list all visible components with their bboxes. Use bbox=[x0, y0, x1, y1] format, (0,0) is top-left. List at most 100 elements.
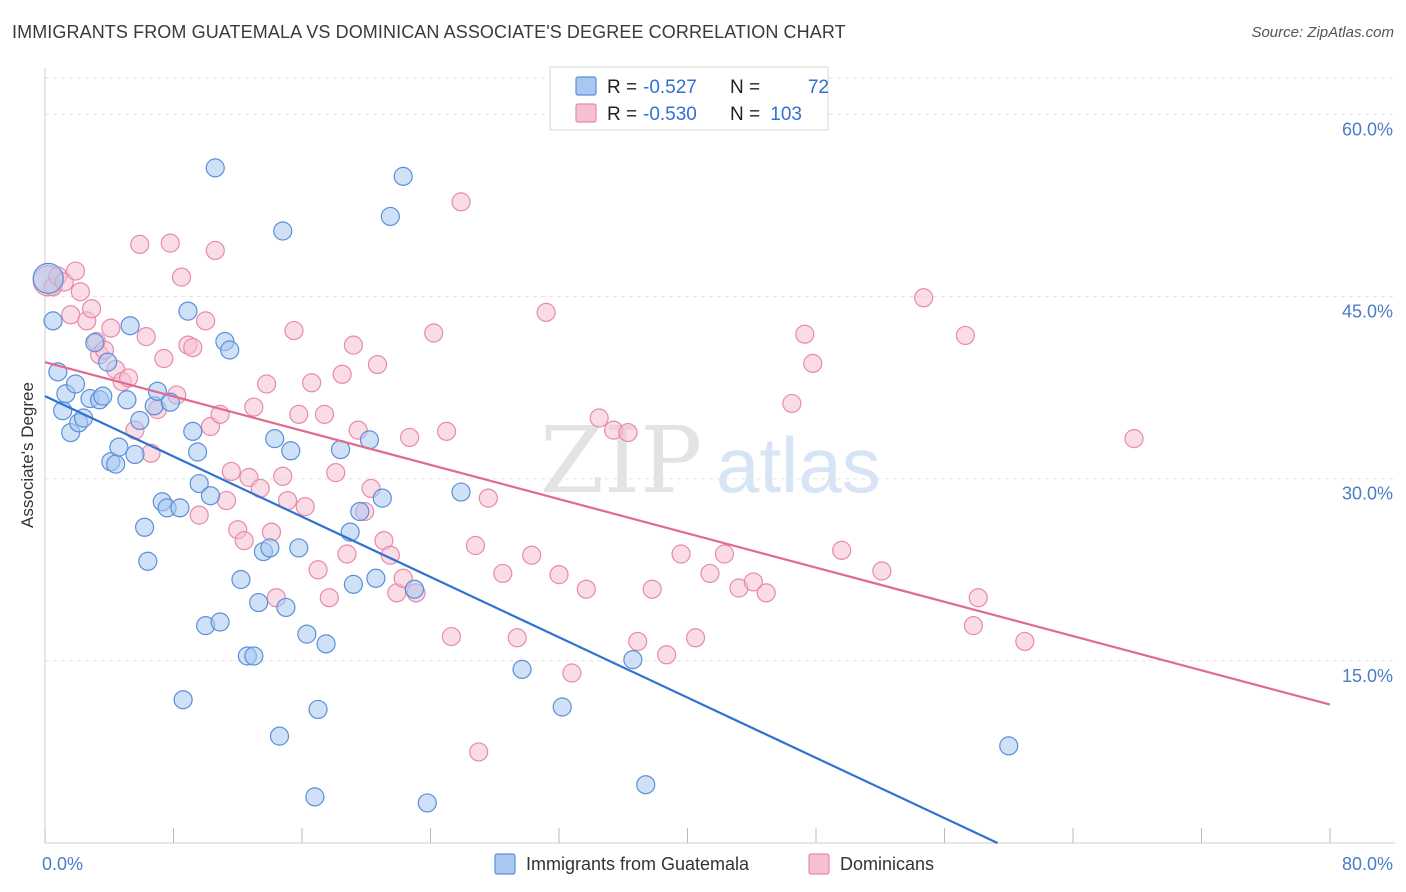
x-tick-label-min: 0.0% bbox=[42, 854, 83, 874]
stats-swatch-blue bbox=[575, 76, 597, 96]
x-tick-label-max: 80.0% bbox=[1342, 854, 1393, 874]
guatemala-point bbox=[269, 726, 290, 746]
guatemala-point bbox=[297, 624, 317, 644]
guatemala-point bbox=[189, 473, 209, 494]
guatemala-point bbox=[249, 592, 269, 613]
guatemala-point bbox=[106, 454, 126, 474]
stats-r-label-2: R = bbox=[607, 104, 637, 125]
dominicans-point bbox=[257, 374, 277, 394]
guatemala-point bbox=[170, 498, 190, 518]
guatemala-point bbox=[343, 574, 363, 594]
dominicans-point bbox=[319, 588, 339, 608]
guatemala-point bbox=[200, 486, 221, 506]
dominicans-trend-line bbox=[44, 361, 1331, 706]
dominicans-point bbox=[955, 325, 975, 346]
dominicans-point bbox=[1124, 429, 1144, 449]
dominicans-point bbox=[308, 560, 328, 580]
guatemala-point bbox=[93, 386, 113, 406]
tick-labels: 15.0% 30.0% 45.0% 60.0% 0.0% 80.0% bbox=[42, 119, 1393, 874]
dominicans-point bbox=[743, 572, 763, 592]
guatemala-point bbox=[43, 311, 63, 331]
dominicans-point bbox=[216, 490, 237, 511]
guatemala-point bbox=[393, 166, 413, 186]
guatemala-point bbox=[178, 301, 198, 321]
dominicans-point bbox=[507, 628, 527, 648]
dominicans-point bbox=[136, 327, 156, 347]
dominicans-point bbox=[61, 305, 81, 325]
dominicans-point bbox=[642, 579, 662, 599]
dominicans-point bbox=[441, 626, 461, 647]
dominicans-point bbox=[130, 234, 150, 254]
trend-lines bbox=[44, 361, 1331, 844]
y-tick-label: 15.0% bbox=[1342, 666, 1393, 686]
dominicans-point bbox=[562, 663, 582, 683]
bottom-legend: Immigrants from Guatemala Dominicans bbox=[494, 853, 934, 875]
guatemala-point bbox=[173, 690, 193, 710]
stats-n-label-2: N = bbox=[730, 104, 760, 125]
dominicans-point bbox=[314, 404, 335, 424]
guatemala-point bbox=[138, 551, 158, 571]
guatemala-point bbox=[999, 736, 1019, 756]
source-label: Source: ZipAtlas.com bbox=[1251, 24, 1394, 41]
guatemala-point bbox=[308, 699, 328, 720]
stats-r-label-1: R = bbox=[607, 77, 637, 98]
dominicans-point bbox=[273, 466, 293, 486]
dominicans-point bbox=[101, 318, 121, 338]
dominicans-point bbox=[968, 588, 988, 608]
y-tick-label: 60.0% bbox=[1342, 119, 1393, 139]
dominicans-point bbox=[657, 645, 677, 665]
dominicans-point bbox=[469, 742, 489, 762]
dominicans-point bbox=[714, 544, 735, 564]
watermark-atlas: atlas bbox=[716, 421, 881, 509]
dominicans-point bbox=[536, 302, 556, 322]
dominicans-point bbox=[685, 628, 706, 648]
dominicans-point bbox=[154, 348, 174, 369]
dominicans-point bbox=[618, 422, 638, 443]
dominicans-point bbox=[221, 461, 241, 482]
stats-legend: R = -0.527 N = 72 R = -0.530 N = 103 bbox=[549, 66, 829, 131]
watermark: ZIP atlas bbox=[540, 407, 881, 514]
dominicans-point bbox=[196, 311, 216, 331]
guatemala-trend-line bbox=[44, 395, 998, 844]
guatemala-point bbox=[85, 333, 105, 353]
dominicans-point bbox=[302, 373, 322, 393]
dominicans-point bbox=[872, 561, 892, 581]
dominicans-point bbox=[671, 544, 691, 564]
guatemala-point bbox=[32, 262, 64, 294]
guatemala-point bbox=[289, 538, 309, 558]
guatemala-point bbox=[260, 538, 280, 558]
guatemala-point bbox=[130, 410, 150, 431]
dominicans-point bbox=[832, 540, 852, 560]
axes bbox=[44, 68, 1395, 844]
stats-r-value-1: -0.527 bbox=[643, 77, 697, 98]
guatemala-point bbox=[305, 787, 325, 807]
chart-title: IMMIGRANTS FROM GUATEMALA VS DOMINICAN A… bbox=[12, 22, 846, 42]
dominicans-point bbox=[326, 463, 346, 483]
dominicans-point bbox=[478, 488, 498, 508]
dominicans-point bbox=[756, 583, 776, 603]
guatemala-point bbox=[125, 444, 145, 465]
guatemala-point bbox=[404, 579, 425, 599]
dominicans-point bbox=[465, 535, 486, 556]
stats-r-value-2: -0.530 bbox=[643, 104, 697, 125]
dominicans-point bbox=[343, 335, 363, 355]
guatemala-point bbox=[380, 206, 400, 227]
y-tick-label: 30.0% bbox=[1342, 484, 1393, 504]
legend-label-dominicans: Dominicans bbox=[840, 854, 934, 874]
stats-n-value-1: 72 bbox=[808, 77, 829, 98]
dominicans-point bbox=[65, 261, 86, 281]
guatemala-point bbox=[366, 568, 386, 588]
guatemala-point bbox=[65, 374, 86, 394]
stats-swatch-pink bbox=[575, 103, 597, 123]
dominicans-point bbox=[205, 240, 225, 261]
guatemala-point bbox=[552, 697, 572, 717]
stats-n-value-2: 103 bbox=[770, 104, 802, 125]
dominicans-point bbox=[295, 497, 315, 517]
guatemala-point bbox=[134, 517, 155, 537]
guatemala-point bbox=[316, 634, 336, 654]
dominicans-point bbox=[261, 522, 282, 542]
guatemala-point bbox=[372, 488, 392, 508]
dominicans-point bbox=[493, 563, 513, 584]
watermark-zip: ZIP bbox=[540, 407, 702, 514]
guatemala-point bbox=[109, 437, 129, 457]
